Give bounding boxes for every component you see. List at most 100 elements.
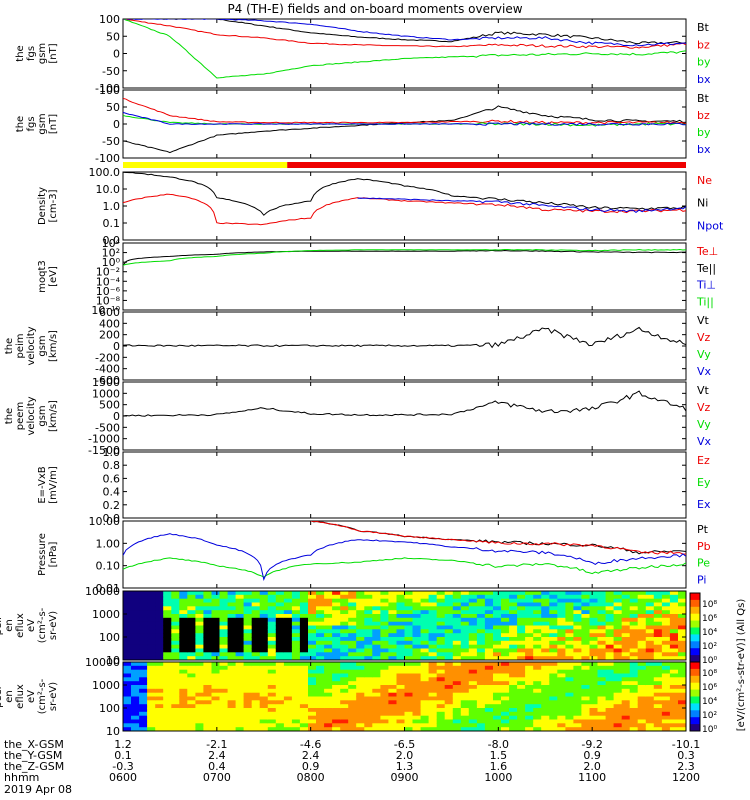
fgs-dsl-tick-label: -100: [95, 152, 120, 165]
fgs-dsl-ylabel-line: gsm: [37, 113, 48, 134]
peim-velocity-ylabel-line: [km/s]: [48, 330, 59, 362]
temperature-frame: [122, 242, 687, 311]
efield-tick-label: 1.0: [103, 446, 121, 459]
x-axis-value: 0.4: [208, 760, 226, 773]
temperature-legend-2: Ti⊥: [696, 279, 716, 292]
density-line-ne: [123, 193, 686, 226]
x-axis-row-label: the_Z-GSM: [4, 760, 64, 773]
efield-tick-label: 0.6: [103, 472, 121, 485]
peim-velocity-tick-label: 0: [113, 340, 120, 353]
colorbar-swatch: [690, 689, 700, 697]
fgs-gsm-line-bz: [123, 19, 686, 49]
density-ylabel-line: Density: [37, 187, 48, 225]
peem-velocity-series: [123, 390, 686, 417]
fgs-dsl-tick-label: 100: [99, 84, 120, 97]
peer-spectrogram-tick-label: 100: [99, 702, 120, 715]
fgs-gsm-ylabel-line: [nT]: [48, 43, 59, 63]
x-axis-value: 2.4: [208, 749, 226, 762]
peir-spectrogram-ylabel-line: (cm²-s-: [37, 607, 48, 643]
pressure-legend-2: Pe: [697, 557, 710, 570]
peim-velocity-tick-label: -600: [95, 374, 120, 387]
fgs-gsm-frame: [122, 18, 687, 89]
colorbar-tick: 10⁸: [702, 669, 717, 679]
mode-bar-segment-0: [123, 162, 288, 168]
x-axis-value: -2.1: [206, 738, 227, 751]
temperature-line-te: [123, 249, 686, 266]
x-axis-value: -0.3: [112, 760, 133, 773]
x-axis-value: -10.1: [672, 738, 700, 751]
density-series: [123, 172, 686, 226]
density-line-ni: [123, 172, 686, 216]
fgs-gsm-ylabel-line: gsm: [37, 43, 48, 64]
colorbar-tick: 10²: [702, 642, 717, 652]
efield-tick-label: 0.4: [103, 486, 121, 499]
fgs-dsl-series: [123, 97, 686, 154]
x-axis-value: 1.2: [114, 738, 132, 751]
peem-velocity-tick-label: 0: [113, 410, 120, 423]
fgs-gsm-ylabel-line: fgs: [26, 46, 37, 61]
fgs-gsm-tick-label: -100: [95, 82, 120, 95]
pressure-series: [123, 521, 686, 581]
efield-legend-2: Ex: [697, 498, 711, 511]
temperature-legend-3: Ti||: [696, 295, 714, 308]
colorbar-swatch: [690, 606, 700, 615]
density-legend-0: Ne: [697, 174, 712, 187]
fgs-gsm-tick-label: 100: [99, 13, 120, 26]
x-axis-value: 1000: [484, 771, 512, 784]
peir-spectrogram-cells: [123, 591, 686, 660]
colorbar-tick: 10²: [702, 711, 717, 721]
peir-spectrogram-tick-label: 1000: [92, 608, 120, 621]
peim-velocity-ylabel: thepeimvelocitygsm[km/s]: [4, 326, 59, 365]
x-axis-row-label: the_X-GSM: [4, 738, 64, 751]
colorbar-swatch: [690, 599, 700, 608]
panel-fgs-dsl: 100 50 0 -50 -100 thefgsgsm[nT] Bt bz by bx: [15, 84, 711, 165]
fgs-dsl-legend-1: bz: [697, 109, 710, 122]
temperature-ylabel-line: [eV]: [48, 266, 59, 287]
panels: 100500-50-100thefgsgsm[nT]Btbzbybx100500…: [0, 13, 724, 738]
peer-spectrogram-ylabel-line: sr-eV): [48, 682, 59, 711]
fgs-gsm-legend-0: Bt: [697, 21, 710, 34]
x-axis-value: -6.5: [394, 738, 415, 751]
x-axis-value: 0.1: [114, 749, 132, 762]
pressure-tick-label: 10.00: [89, 515, 121, 528]
x-axis-value: 1.5: [490, 749, 508, 762]
fgs-gsm-legend-3: bx: [697, 73, 711, 86]
pressure-line-pb: [310, 521, 686, 555]
density-ylabel: Density[cm-3]: [37, 187, 59, 225]
peem-velocity-tick-label: -1000: [88, 433, 120, 446]
peem-velocity-ylabel-line: the: [4, 408, 15, 424]
pressure-frame: [122, 520, 687, 589]
x-axis-labels: the_X-GSM 1.2 -2.1 -4.6 -6.5 -8.0 -9.2 -10.1 the…: [4, 738, 700, 796]
fgs-dsl-ylabel: thefgsgsm[nT]: [15, 113, 59, 134]
x-axis-value: 0.9: [583, 749, 601, 762]
temperature-line-ti: [123, 248, 686, 266]
pressure-ylabel-line: Pressure: [37, 533, 48, 576]
peer-spectrogram-tick-label: 10: [106, 725, 120, 738]
fgs-dsl-ylabel-line: the: [15, 116, 26, 132]
peim-velocity-tick-label: -400: [95, 363, 120, 376]
peer-spectrogram-ylabel-line: peer: [0, 684, 4, 708]
colorbar-tick: 10⁶: [702, 683, 717, 693]
peim-velocity-tick-label: 400: [99, 317, 120, 330]
density-legend-1: Ni: [697, 197, 708, 210]
peir-spectrogram-tick-label: 100: [99, 631, 120, 644]
pressure-legend-1: Pb: [697, 540, 711, 553]
peer-spectrogram-ylabel-line: eflux: [15, 684, 26, 709]
density-tick-label: 10.0: [96, 183, 121, 196]
peem-velocity-legend-2: Vy: [697, 418, 711, 431]
efield-tick-label: 0.2: [103, 499, 121, 512]
fgs-dsl-legend-2: by: [697, 126, 711, 139]
temperature-tick-label: 10⁻⁸: [96, 294, 121, 307]
peim-velocity-ylabel-line: gsm: [37, 335, 48, 356]
temperature-tick-label: 10⁻⁴: [96, 275, 121, 288]
x-axis-value: 0.3: [677, 749, 695, 762]
density-tick-label: 100.0: [89, 166, 121, 179]
fgs-gsm-ylabel-line: the: [15, 45, 26, 61]
density-legend-2: Npot: [697, 219, 724, 232]
pressure-tick-label: 0.10: [96, 560, 121, 573]
efield-tick-label: 0.8: [103, 459, 121, 472]
pressure-ylabel-line: [nPa]: [48, 541, 59, 567]
colorbar-frame: [689, 661, 701, 732]
efield-legend-1: Ey: [697, 476, 711, 489]
